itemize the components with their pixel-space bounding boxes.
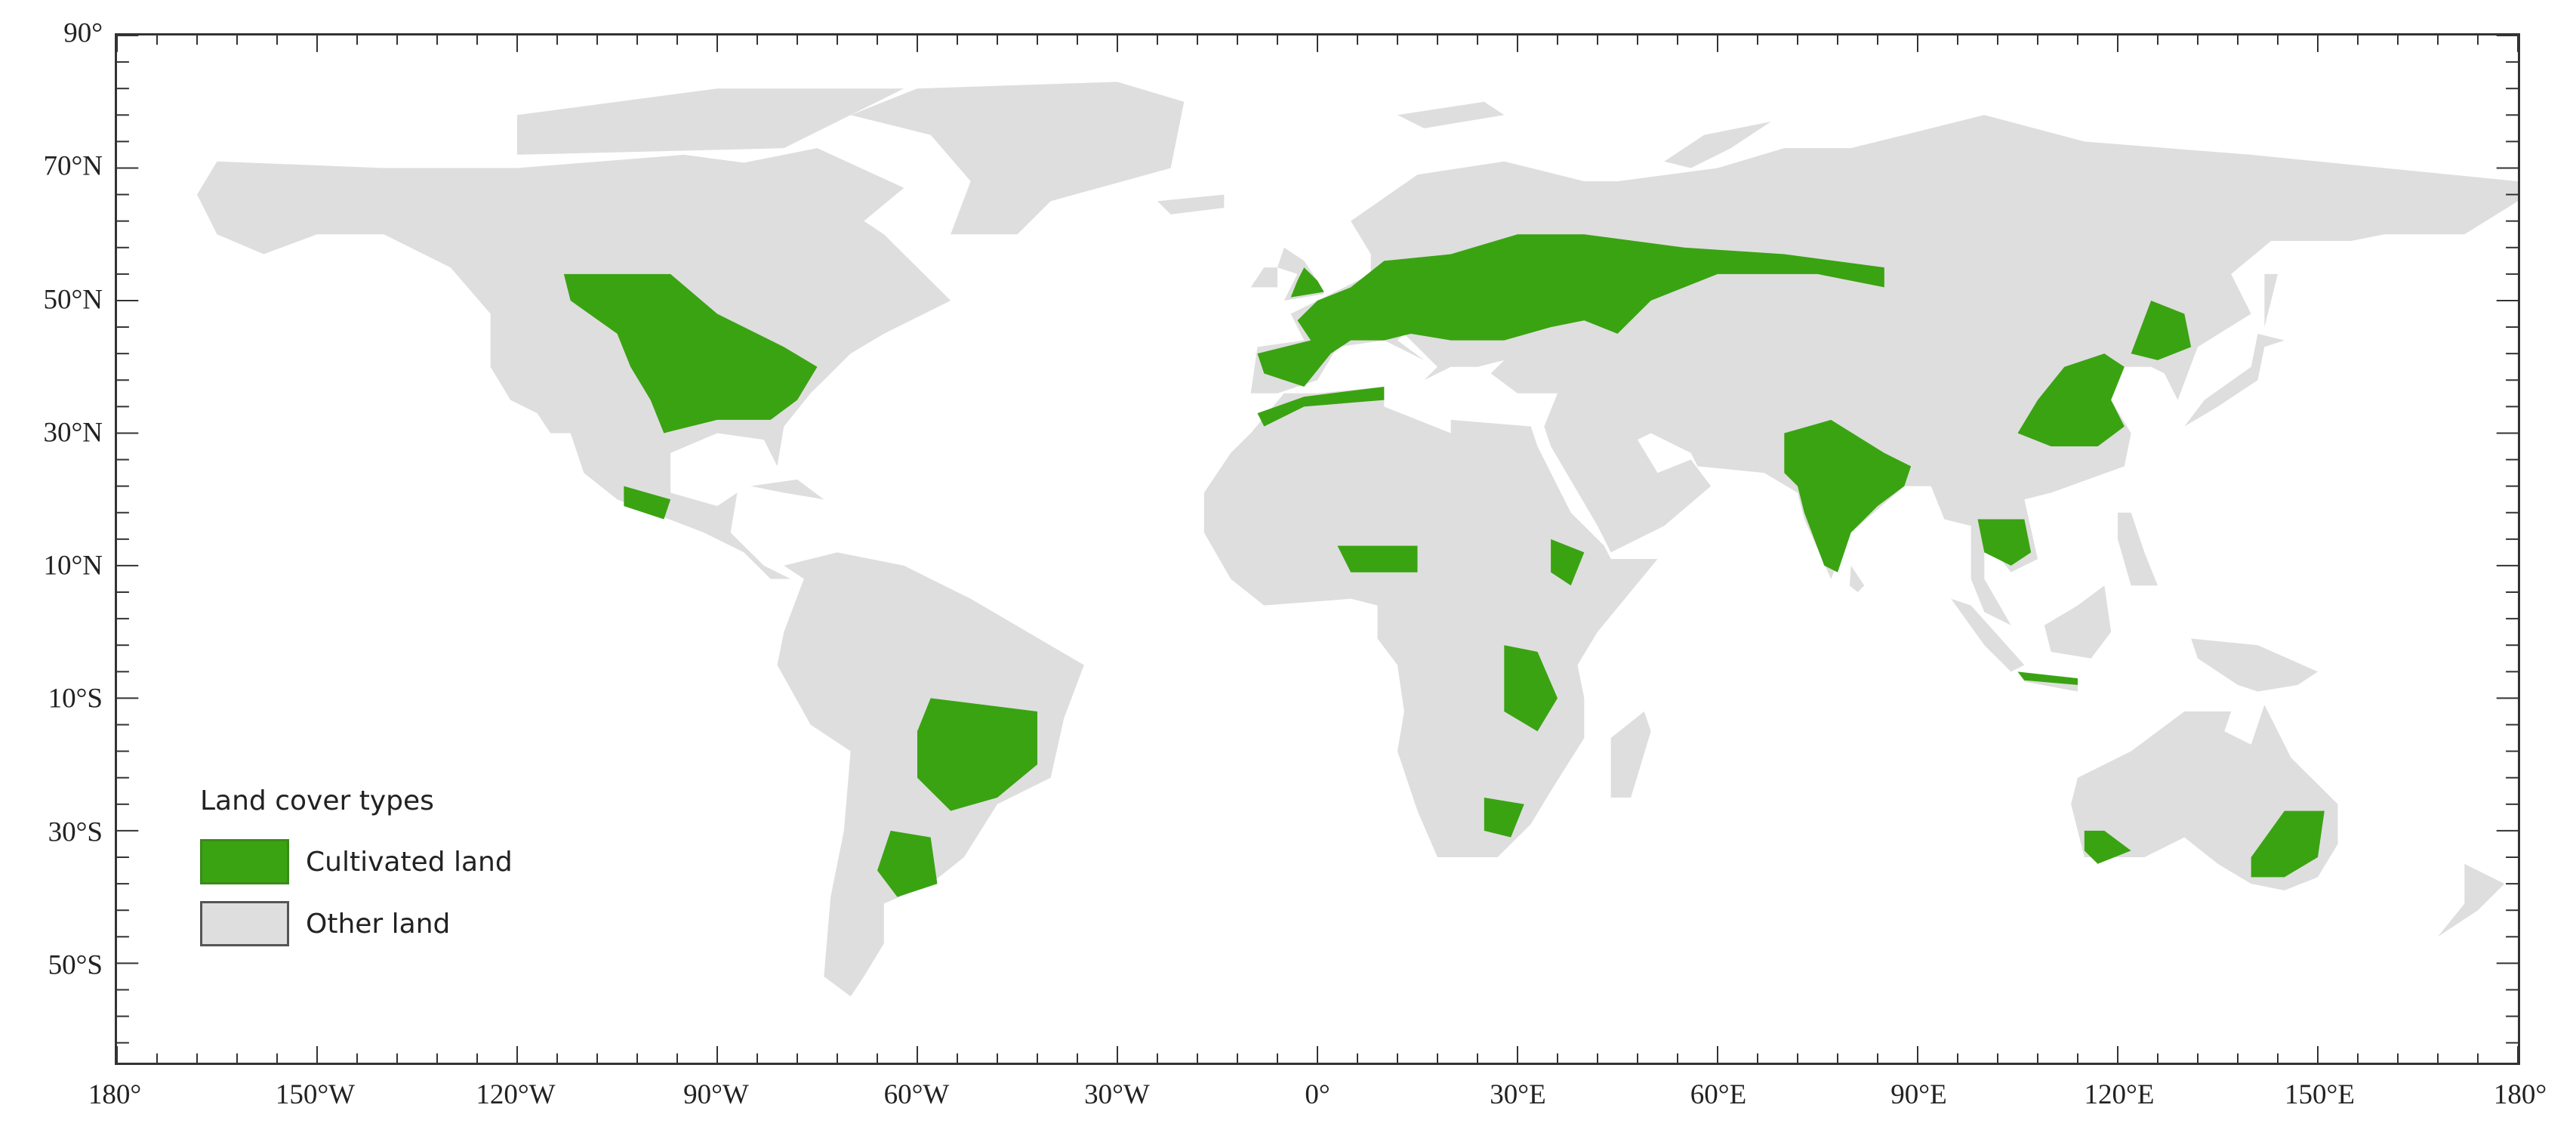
new-zealand xyxy=(2438,863,2505,937)
lon-tick-label: 180° xyxy=(2493,1079,2547,1110)
east-africa-crop xyxy=(1504,645,1558,732)
southeast-asia-crop xyxy=(1977,519,2032,566)
east-china-crop xyxy=(2017,353,2125,446)
lat-tick-label: 30°N xyxy=(43,417,103,449)
novaya-zemlya xyxy=(1664,122,1771,168)
argentina-crop xyxy=(877,830,938,897)
lon-tick-label: 0° xyxy=(1305,1079,1330,1110)
south-africa-crop xyxy=(1484,798,1524,838)
northeast-china-crop xyxy=(2131,300,2192,360)
lat-tick-label: 10°S xyxy=(48,683,103,714)
world-map xyxy=(117,35,2518,1063)
sumatra xyxy=(1951,598,2025,672)
ireland xyxy=(1250,267,1277,288)
cultivated-swatch xyxy=(200,839,289,884)
cultivated-land-layer xyxy=(563,234,2325,897)
lon-tick-label: 120°W xyxy=(476,1079,556,1110)
japan xyxy=(2184,333,2285,427)
other-swatch xyxy=(200,901,289,946)
baffin-island xyxy=(717,148,904,221)
lon-tick-label: 90°W xyxy=(683,1079,749,1110)
lon-tick-label: 150°W xyxy=(275,1079,356,1110)
africa xyxy=(1203,387,1658,857)
australia-sw-crop xyxy=(2084,830,2131,864)
lon-tick-label: 30°E xyxy=(1490,1079,1546,1110)
legend-item-other: Other land xyxy=(200,901,513,946)
ethiopia-crop xyxy=(1551,539,1585,586)
legend-label: Other land xyxy=(306,908,451,940)
lon-tick-label: 120°E xyxy=(2084,1079,2155,1110)
lon-tick-label: 60°E xyxy=(1690,1079,1747,1110)
north-america-crop xyxy=(563,273,818,434)
sakhalin xyxy=(2264,273,2278,328)
maghreb-crop xyxy=(1257,387,1385,427)
cuba xyxy=(750,479,824,500)
sri-lanka xyxy=(1849,565,1865,593)
legend-title: Land cover types xyxy=(200,785,434,816)
madagascar xyxy=(1610,711,1651,798)
brazil-crop xyxy=(917,698,1037,811)
java-crop xyxy=(2017,671,2078,685)
lat-tick-label: 50°N xyxy=(43,284,103,316)
greenland xyxy=(850,82,1185,235)
india-crop xyxy=(1784,419,1912,572)
lat-tick-label: 90° xyxy=(63,17,103,49)
lat-tick-label: 10°N xyxy=(43,550,103,582)
sahel-crop xyxy=(1337,545,1418,572)
lat-tick-label: 70°N xyxy=(43,150,103,182)
lon-tick-label: 30°W xyxy=(1084,1079,1150,1110)
new-guinea xyxy=(2191,638,2318,692)
map-frame xyxy=(115,33,2520,1065)
lon-tick-label: 90°E xyxy=(1890,1079,1947,1110)
svalbard xyxy=(1397,101,1505,128)
lon-tick-label: 180° xyxy=(88,1079,142,1110)
legend: Land cover types Cultivated land Other l… xyxy=(200,785,513,963)
lon-tick-label: 150°E xyxy=(2285,1079,2355,1110)
north-america xyxy=(197,154,951,579)
arctic-islands xyxy=(517,88,904,155)
other-land-layer xyxy=(197,82,2518,997)
lat-tick-label: 50°S xyxy=(48,949,103,981)
lon-tick-label: 60°W xyxy=(883,1079,950,1110)
axis-ticks xyxy=(117,35,2518,1063)
britain-crop xyxy=(1290,267,1324,298)
mexico-crop xyxy=(624,486,671,520)
legend-label: Cultivated land xyxy=(306,846,513,878)
iceland xyxy=(1157,194,1225,214)
borneo xyxy=(2044,585,2112,659)
europe-crop xyxy=(1257,234,1884,387)
legend-item-cultivated: Cultivated land xyxy=(200,839,513,884)
lat-tick-label: 30°S xyxy=(48,816,103,848)
philippines xyxy=(2118,512,2158,586)
australia-se-crop xyxy=(2251,810,2325,878)
